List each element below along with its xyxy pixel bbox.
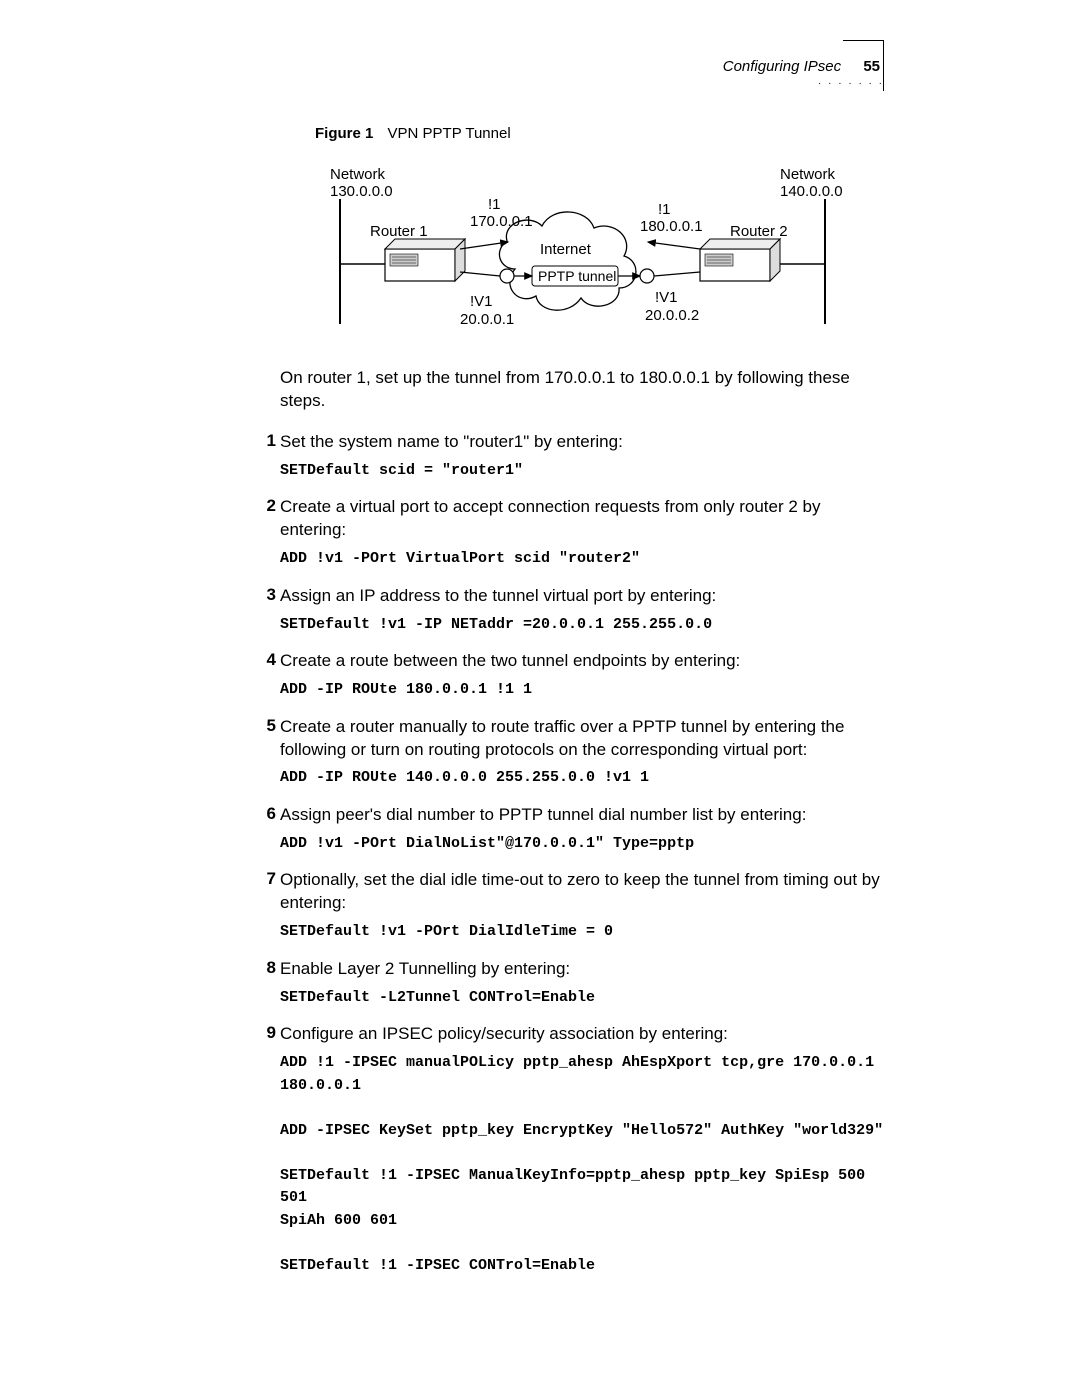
vif-right: !V1 xyxy=(655,289,678,306)
step-command: SETDefault !v1 -POrt DialIdleTime = 0 xyxy=(280,921,885,944)
step-item: 7 Optionally, set the dial idle time-out… xyxy=(280,869,885,943)
step-text: Enable Layer 2 Tunnelling by entering: xyxy=(280,958,885,981)
step-number: 3 xyxy=(256,585,276,605)
section-title: Configuring IPsec xyxy=(723,58,841,75)
step-text: Configure an IPSEC policy/security assoc… xyxy=(280,1023,885,1046)
step-text: Create a router manually to route traffi… xyxy=(280,716,885,762)
step-item: 6 Assign peer's dial number to PPTP tunn… xyxy=(280,804,885,855)
running-header: Configuring IPsec 55 xyxy=(723,58,880,75)
cloud-label: Internet xyxy=(540,241,592,258)
step-item: 9 Configure an IPSEC policy/security ass… xyxy=(280,1023,885,1277)
if-right: !1 xyxy=(658,201,671,218)
left-network-label: Network xyxy=(330,166,386,183)
router-1-icon xyxy=(385,239,465,281)
step-number: 2 xyxy=(256,496,276,516)
step-number: 5 xyxy=(256,716,276,736)
step-number: 7 xyxy=(256,869,276,889)
page-number: 55 xyxy=(863,58,880,75)
step-text: Set the system name to "router1" by ente… xyxy=(280,431,885,454)
ip-right: 180.0.0.1 xyxy=(640,218,703,235)
step-command: ADD !v1 -POrt DialNoList"@170.0.0.1" Typ… xyxy=(280,833,885,856)
step-command: ADD !1 -IPSEC manualPOLicy pptp_ahesp Ah… xyxy=(280,1052,885,1277)
if-left: !1 xyxy=(488,196,501,213)
step-text: Optionally, set the dial idle time-out t… xyxy=(280,869,885,915)
step-text: Assign an IP address to the tunnel virtu… xyxy=(280,585,885,608)
right-network-label: Network xyxy=(780,166,836,183)
step-command: SETDefault scid = "router1" xyxy=(280,460,885,483)
step-text: Assign peer's dial number to PPTP tunnel… xyxy=(280,804,885,827)
step-command: ADD -IP ROUte 180.0.0.1 !1 1 xyxy=(280,679,885,702)
page: Configuring IPsec 55 · · · · · · · Figur… xyxy=(0,0,1080,1397)
step-command: ADD -IP ROUte 140.0.0.0 255.255.0.0 !v1 … xyxy=(280,767,885,790)
step-item: 1 Set the system name to "router1" by en… xyxy=(280,431,885,482)
vip-right: 20.0.0.2 xyxy=(645,307,699,324)
step-number: 1 xyxy=(256,431,276,451)
figure-caption: Figure 1 VPN PPTP Tunnel xyxy=(315,125,885,142)
router2-label: Router 2 xyxy=(730,223,788,240)
right-network-ip: 140.0.0.0 xyxy=(780,183,843,200)
ip-left: 170.0.0.1 xyxy=(470,213,533,230)
content: Figure 1 VPN PPTP Tunnel Network 130.0.0… xyxy=(280,125,885,1277)
step-command: SETDefault -L2Tunnel CONTrol=Enable xyxy=(280,987,885,1010)
step-command: SETDefault !v1 -IP NETaddr =20.0.0.1 255… xyxy=(280,614,885,637)
step-number: 6 xyxy=(256,804,276,824)
left-network-ip: 130.0.0.0 xyxy=(330,183,393,200)
step-text: Create a route between the two tunnel en… xyxy=(280,650,885,673)
step-number: 4 xyxy=(256,650,276,670)
step-item: 3 Assign an IP address to the tunnel vir… xyxy=(280,585,885,636)
router1-label: Router 1 xyxy=(370,223,428,240)
step-number: 9 xyxy=(256,1023,276,1043)
step-text: Create a virtual port to accept connecti… xyxy=(280,496,885,542)
figure-diagram: Network 130.0.0.0 Network 140.0.0.0 xyxy=(300,154,860,349)
step-item: 5 Create a router manually to route traf… xyxy=(280,716,885,790)
step-item: 2 Create a virtual port to accept connec… xyxy=(280,496,885,570)
tunnel-label: PPTP tunnel xyxy=(538,268,616,284)
steps-list: 1 Set the system name to "router1" by en… xyxy=(280,431,885,1277)
dotted-rule: · · · · · · · xyxy=(818,78,884,89)
step-command: ADD !v1 -POrt VirtualPort scid "router2" xyxy=(280,548,885,571)
intro-paragraph: On router 1, set up the tunnel from 170.… xyxy=(280,367,885,413)
vip-left: 20.0.0.1 xyxy=(460,311,514,328)
step-item: 4 Create a route between the two tunnel … xyxy=(280,650,885,701)
router-2-icon xyxy=(700,239,780,281)
vif-left: !V1 xyxy=(470,293,493,310)
figure-title: VPN PPTP Tunnel xyxy=(388,125,511,142)
figure-label: Figure 1 xyxy=(315,125,373,142)
step-number: 8 xyxy=(256,958,276,978)
step-item: 8 Enable Layer 2 Tunnelling by entering:… xyxy=(280,958,885,1009)
